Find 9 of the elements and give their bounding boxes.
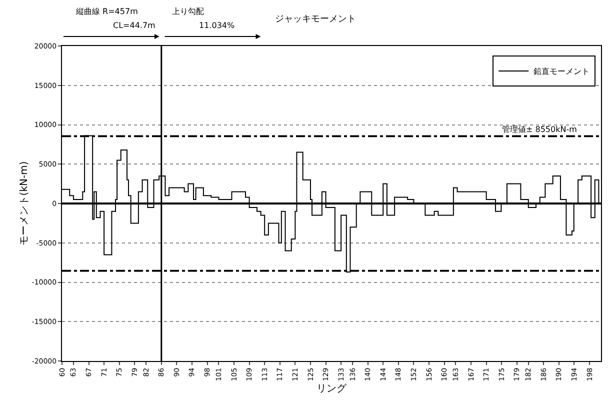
y-axis-title: モーメント(kN-m) [18,161,30,246]
text: CL=44.7m [113,21,156,30]
x-axis-title: リング [316,384,348,395]
chart-title: ジャッキモーメント [274,14,356,24]
text: 上り勾配 [172,7,204,16]
text: 11.034% [199,21,235,30]
text: 縦曲線 R=457m [75,7,138,16]
legend-label: 鉛直モーメント [534,67,590,76]
ref-line-label: 管理値± 8550kN-m [502,125,578,134]
